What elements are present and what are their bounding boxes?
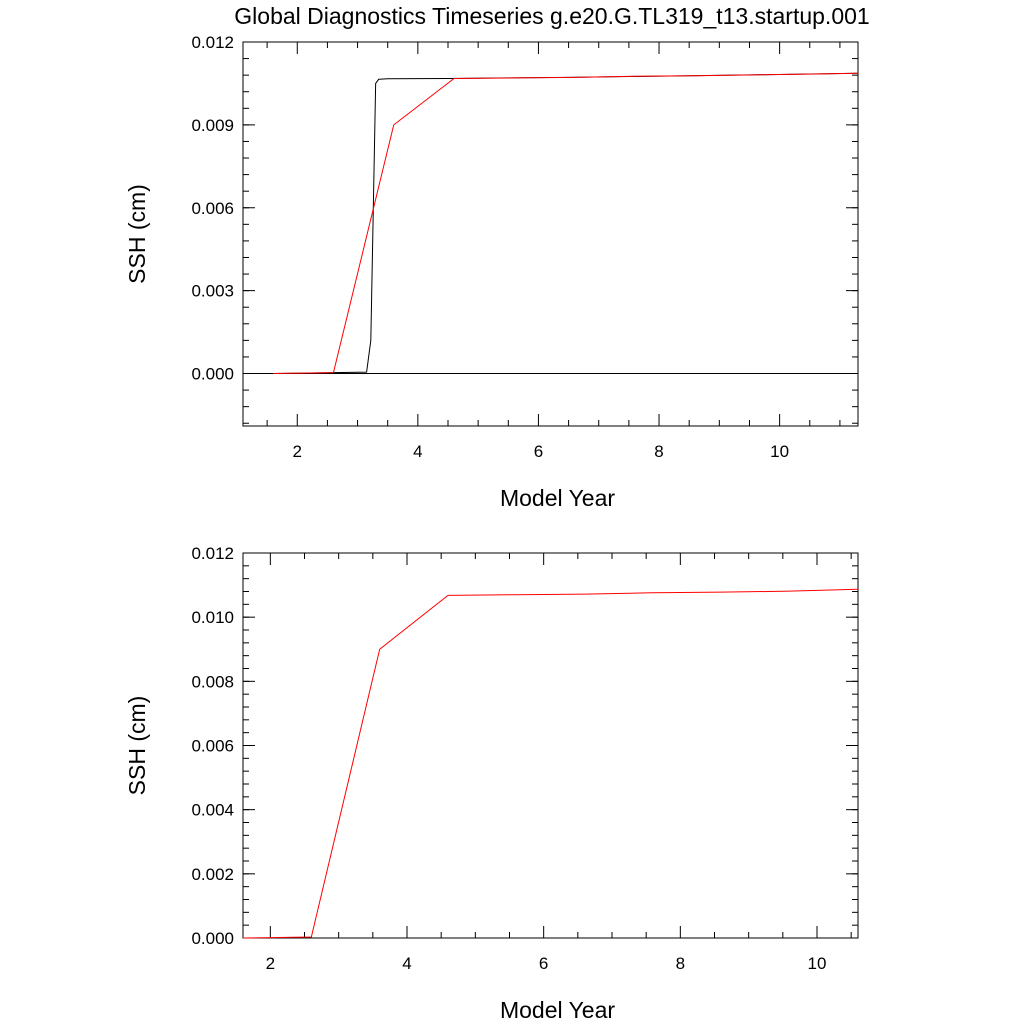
y-tick-label: 0.002 — [191, 865, 234, 884]
y-tick-label: 0.006 — [191, 737, 234, 756]
x-tick-label: 10 — [770, 442, 789, 461]
x-axis-label: Model Year — [500, 485, 615, 511]
y-tick-label: 0.010 — [191, 608, 234, 627]
chart-panel-2: 0.000 0.002 0.004 0.006 0.008 0.010 0.012 2 4 6 8 1… — [124, 544, 859, 1023]
y-tick-label: 0.006 — [191, 199, 234, 218]
y-axis-label: SSH (cm) — [124, 184, 150, 284]
x-tick-label: 4 — [402, 954, 411, 973]
y-tick-label: 0.000 — [191, 929, 234, 948]
y-tick-label: 0.004 — [191, 801, 234, 820]
y-tick-label: 0.008 — [191, 672, 234, 691]
series-line-2 — [273, 72, 859, 375]
series-line-1 — [242, 588, 859, 939]
chart-panel-1: 0.000 0.003 0.006 0.009 0.012 2 4 6 8 10 Model Yea… — [124, 33, 859, 511]
y-tick-label: 0.012 — [191, 33, 234, 52]
y-tick-label: 0.012 — [191, 544, 234, 563]
y-tick-label: 0.000 — [191, 365, 234, 384]
x-tick-label: 2 — [293, 442, 302, 461]
y-tick-label: 0.003 — [191, 282, 234, 301]
plot-frame — [242, 41, 859, 427]
x-tick-label: 4 — [413, 442, 422, 461]
x-tick-label: 2 — [266, 954, 275, 973]
x-tick-label: 6 — [534, 442, 543, 461]
x-tick-label: 10 — [808, 954, 827, 973]
x-tick-label: 6 — [539, 954, 548, 973]
series-line-1 — [273, 72, 859, 375]
x-axis-label: Model Year — [500, 997, 615, 1023]
x-tick-label: 8 — [654, 442, 663, 461]
y-axis-label: SSH (cm) — [124, 696, 150, 796]
panels: 0.000 0.003 0.006 0.009 0.012 2 4 6 8 10 Model Yea… — [124, 33, 859, 1023]
plot-frame — [242, 552, 859, 939]
x-tick-label: 8 — [676, 954, 685, 973]
y-tick-label: 0.009 — [191, 116, 234, 135]
figure-title: Global Diagnostics Timeseries g.e20.G.TL… — [234, 3, 869, 29]
